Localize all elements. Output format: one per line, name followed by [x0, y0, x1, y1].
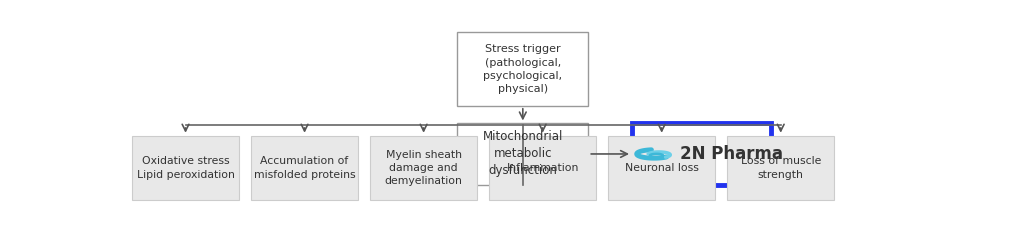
FancyBboxPatch shape [489, 136, 596, 200]
Text: Mitochondrial
metabolic
dysfunction: Mitochondrial metabolic dysfunction [482, 131, 563, 178]
Text: Neuronal loss: Neuronal loss [625, 163, 698, 173]
Text: Oxidative stress
Lipid peroxidation: Oxidative stress Lipid peroxidation [136, 156, 234, 180]
FancyBboxPatch shape [370, 136, 477, 200]
Text: Accumulation of
misfolded proteins: Accumulation of misfolded proteins [254, 156, 355, 180]
FancyBboxPatch shape [727, 136, 835, 200]
FancyBboxPatch shape [458, 32, 588, 106]
Text: 2N Pharma: 2N Pharma [680, 145, 782, 163]
Text: Myelin sheath
damage and
demyelination: Myelin sheath damage and demyelination [385, 150, 463, 186]
Text: Loss of muscle
strength: Loss of muscle strength [740, 156, 821, 180]
FancyBboxPatch shape [132, 136, 240, 200]
FancyBboxPatch shape [458, 123, 588, 185]
FancyBboxPatch shape [632, 123, 771, 185]
Text: Stress trigger
(pathological,
psychological,
physical): Stress trigger (pathological, psychologi… [483, 44, 562, 94]
Text: Inflammation: Inflammation [507, 163, 579, 173]
FancyBboxPatch shape [608, 136, 715, 200]
FancyBboxPatch shape [251, 136, 358, 200]
